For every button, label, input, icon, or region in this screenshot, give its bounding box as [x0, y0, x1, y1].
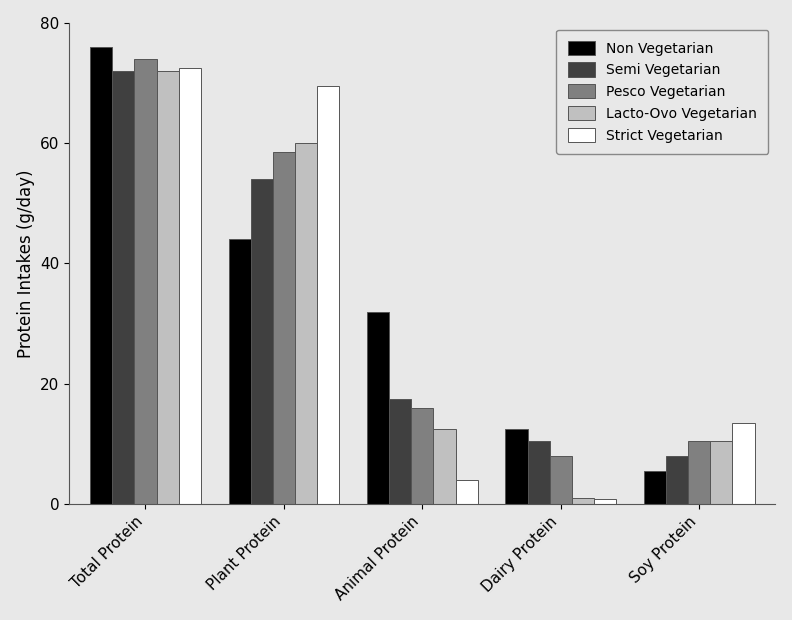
Bar: [135, 59, 157, 504]
Bar: [505, 429, 527, 504]
Bar: [666, 456, 688, 504]
Bar: [389, 399, 411, 504]
Bar: [317, 86, 339, 504]
Bar: [572, 498, 594, 504]
Bar: [710, 441, 733, 504]
Bar: [594, 500, 616, 504]
Bar: [527, 441, 550, 504]
Bar: [733, 423, 755, 504]
Bar: [367, 312, 389, 504]
Bar: [295, 143, 317, 504]
Bar: [433, 429, 455, 504]
Bar: [179, 68, 201, 504]
Bar: [112, 71, 135, 504]
Bar: [90, 46, 112, 504]
Bar: [251, 179, 272, 504]
Bar: [157, 71, 179, 504]
Bar: [411, 408, 433, 504]
Bar: [688, 441, 710, 504]
Y-axis label: Protein Intakes (g/day): Protein Intakes (g/day): [17, 169, 35, 358]
Bar: [272, 152, 295, 504]
Legend: Non Vegetarian, Semi Vegetarian, Pesco Vegetarian, Lacto-Ovo Vegetarian, Strict : Non Vegetarian, Semi Vegetarian, Pesco V…: [557, 30, 768, 154]
Bar: [455, 480, 478, 504]
Bar: [644, 471, 666, 504]
Bar: [550, 456, 572, 504]
Bar: [229, 239, 251, 504]
